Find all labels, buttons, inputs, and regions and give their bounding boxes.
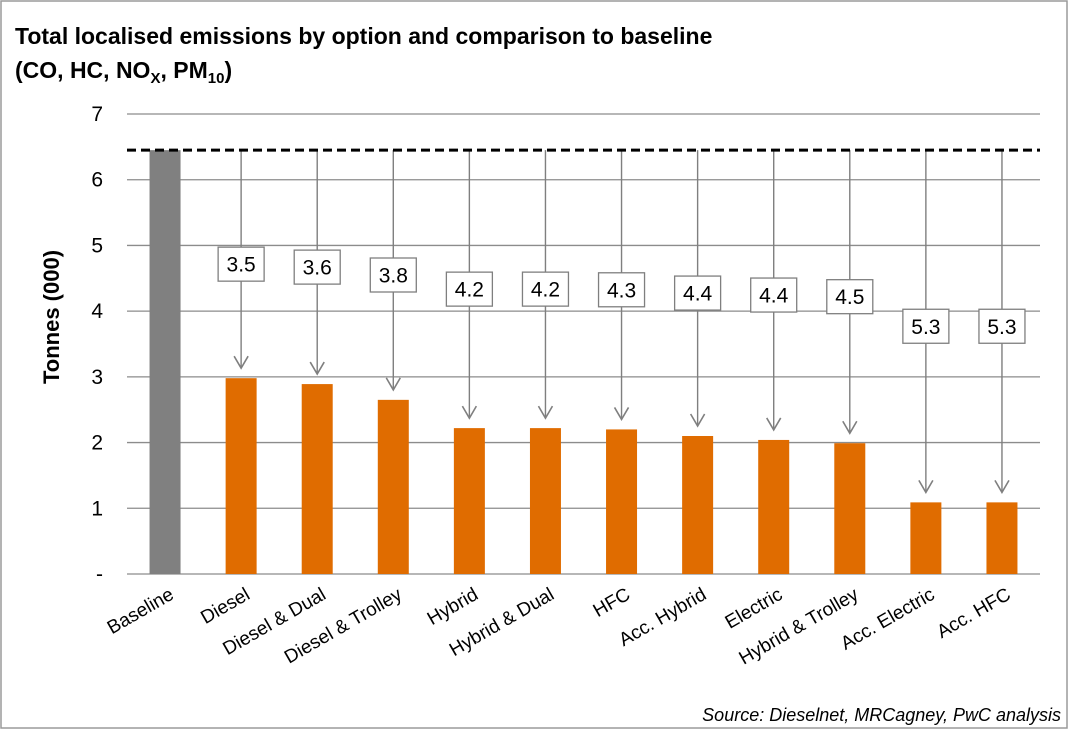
option-bar bbox=[529, 428, 561, 574]
reduction-label: 3.6 bbox=[303, 257, 332, 280]
y-tick-label: 3 bbox=[91, 366, 103, 389]
option-bar bbox=[301, 384, 333, 574]
reduction-arrowhead bbox=[233, 355, 249, 370]
reduction-label: 4.2 bbox=[455, 279, 484, 302]
reduction-label: 5.3 bbox=[987, 316, 1016, 339]
reduction-arrowhead bbox=[918, 479, 934, 494]
option-bar bbox=[910, 502, 942, 574]
reduction-arrowhead bbox=[537, 405, 554, 420]
option-bar bbox=[986, 502, 1018, 574]
option-bar bbox=[377, 399, 409, 574]
reduction-arrowhead bbox=[994, 479, 1010, 494]
y-axis-label: Tonnes (000) bbox=[39, 250, 64, 384]
reduction-label: 3.8 bbox=[379, 265, 408, 288]
reduction-label-box bbox=[826, 279, 874, 315]
reduction-label: 4.3 bbox=[607, 279, 636, 302]
reduction-label-box bbox=[217, 246, 265, 282]
reduction-label-box bbox=[521, 271, 570, 307]
reduction-label: 4.4 bbox=[683, 283, 713, 306]
reduction-label: 4.2 bbox=[531, 279, 560, 302]
reduction-arrowhead bbox=[613, 407, 630, 422]
y-tick-label: 1 bbox=[91, 497, 103, 520]
option-bar bbox=[682, 436, 714, 574]
reduction-label-box bbox=[978, 308, 1026, 344]
reduction-label: 5.3 bbox=[911, 316, 940, 339]
reduction-arrowhead bbox=[766, 417, 782, 432]
reduction-arrowhead bbox=[461, 405, 478, 420]
source-note: Source: Dieselnet, MRCagney, PwC analysi… bbox=[702, 705, 1061, 725]
option-bar bbox=[606, 429, 638, 574]
reduction-arrowhead bbox=[309, 361, 325, 376]
reduction-labels: 3.5 3.6 3.8 4.2 4.2 4.3 4.4 4.4 4.5 5.3 5.3 bbox=[217, 246, 1026, 344]
reduction-label: 3.5 bbox=[227, 254, 256, 277]
reduction-arrowhead bbox=[842, 420, 858, 435]
y-tick-label: 4 bbox=[91, 300, 103, 323]
reduction-label-box bbox=[369, 257, 417, 293]
option-bar bbox=[758, 439, 790, 574]
chart-subtitle: (CO, HC, NOX, PM10) bbox=[15, 57, 232, 87]
y-tick-label: 6 bbox=[91, 169, 103, 192]
reduction-label-box bbox=[750, 277, 798, 313]
reduction-arrowhead bbox=[385, 377, 401, 392]
reduction-label-box bbox=[445, 271, 494, 307]
reduction-arrowhead bbox=[689, 413, 706, 428]
reduction-label-box bbox=[673, 275, 722, 311]
option-bar bbox=[225, 378, 257, 574]
baseline-bar bbox=[149, 150, 181, 574]
option-bar bbox=[834, 443, 866, 574]
bars bbox=[149, 150, 1018, 574]
reduction-label: 4.4 bbox=[759, 285, 789, 308]
y-axis-ticks: - 1 2 3 4 5 6 7 bbox=[91, 103, 103, 586]
option-bar bbox=[453, 428, 485, 574]
y-tick-label: - bbox=[96, 563, 103, 586]
chart-title: Total localised emissions by option and … bbox=[15, 23, 712, 49]
reduction-label-box bbox=[597, 272, 646, 308]
y-tick-label: 7 bbox=[91, 103, 103, 126]
reduction-label-box bbox=[902, 308, 950, 344]
reduction-label-box bbox=[293, 249, 341, 285]
y-tick-label: 5 bbox=[91, 234, 103, 257]
gridlines bbox=[127, 113, 1040, 575]
y-tick-label: 2 bbox=[91, 432, 103, 455]
reduction-label: 4.5 bbox=[835, 286, 864, 309]
